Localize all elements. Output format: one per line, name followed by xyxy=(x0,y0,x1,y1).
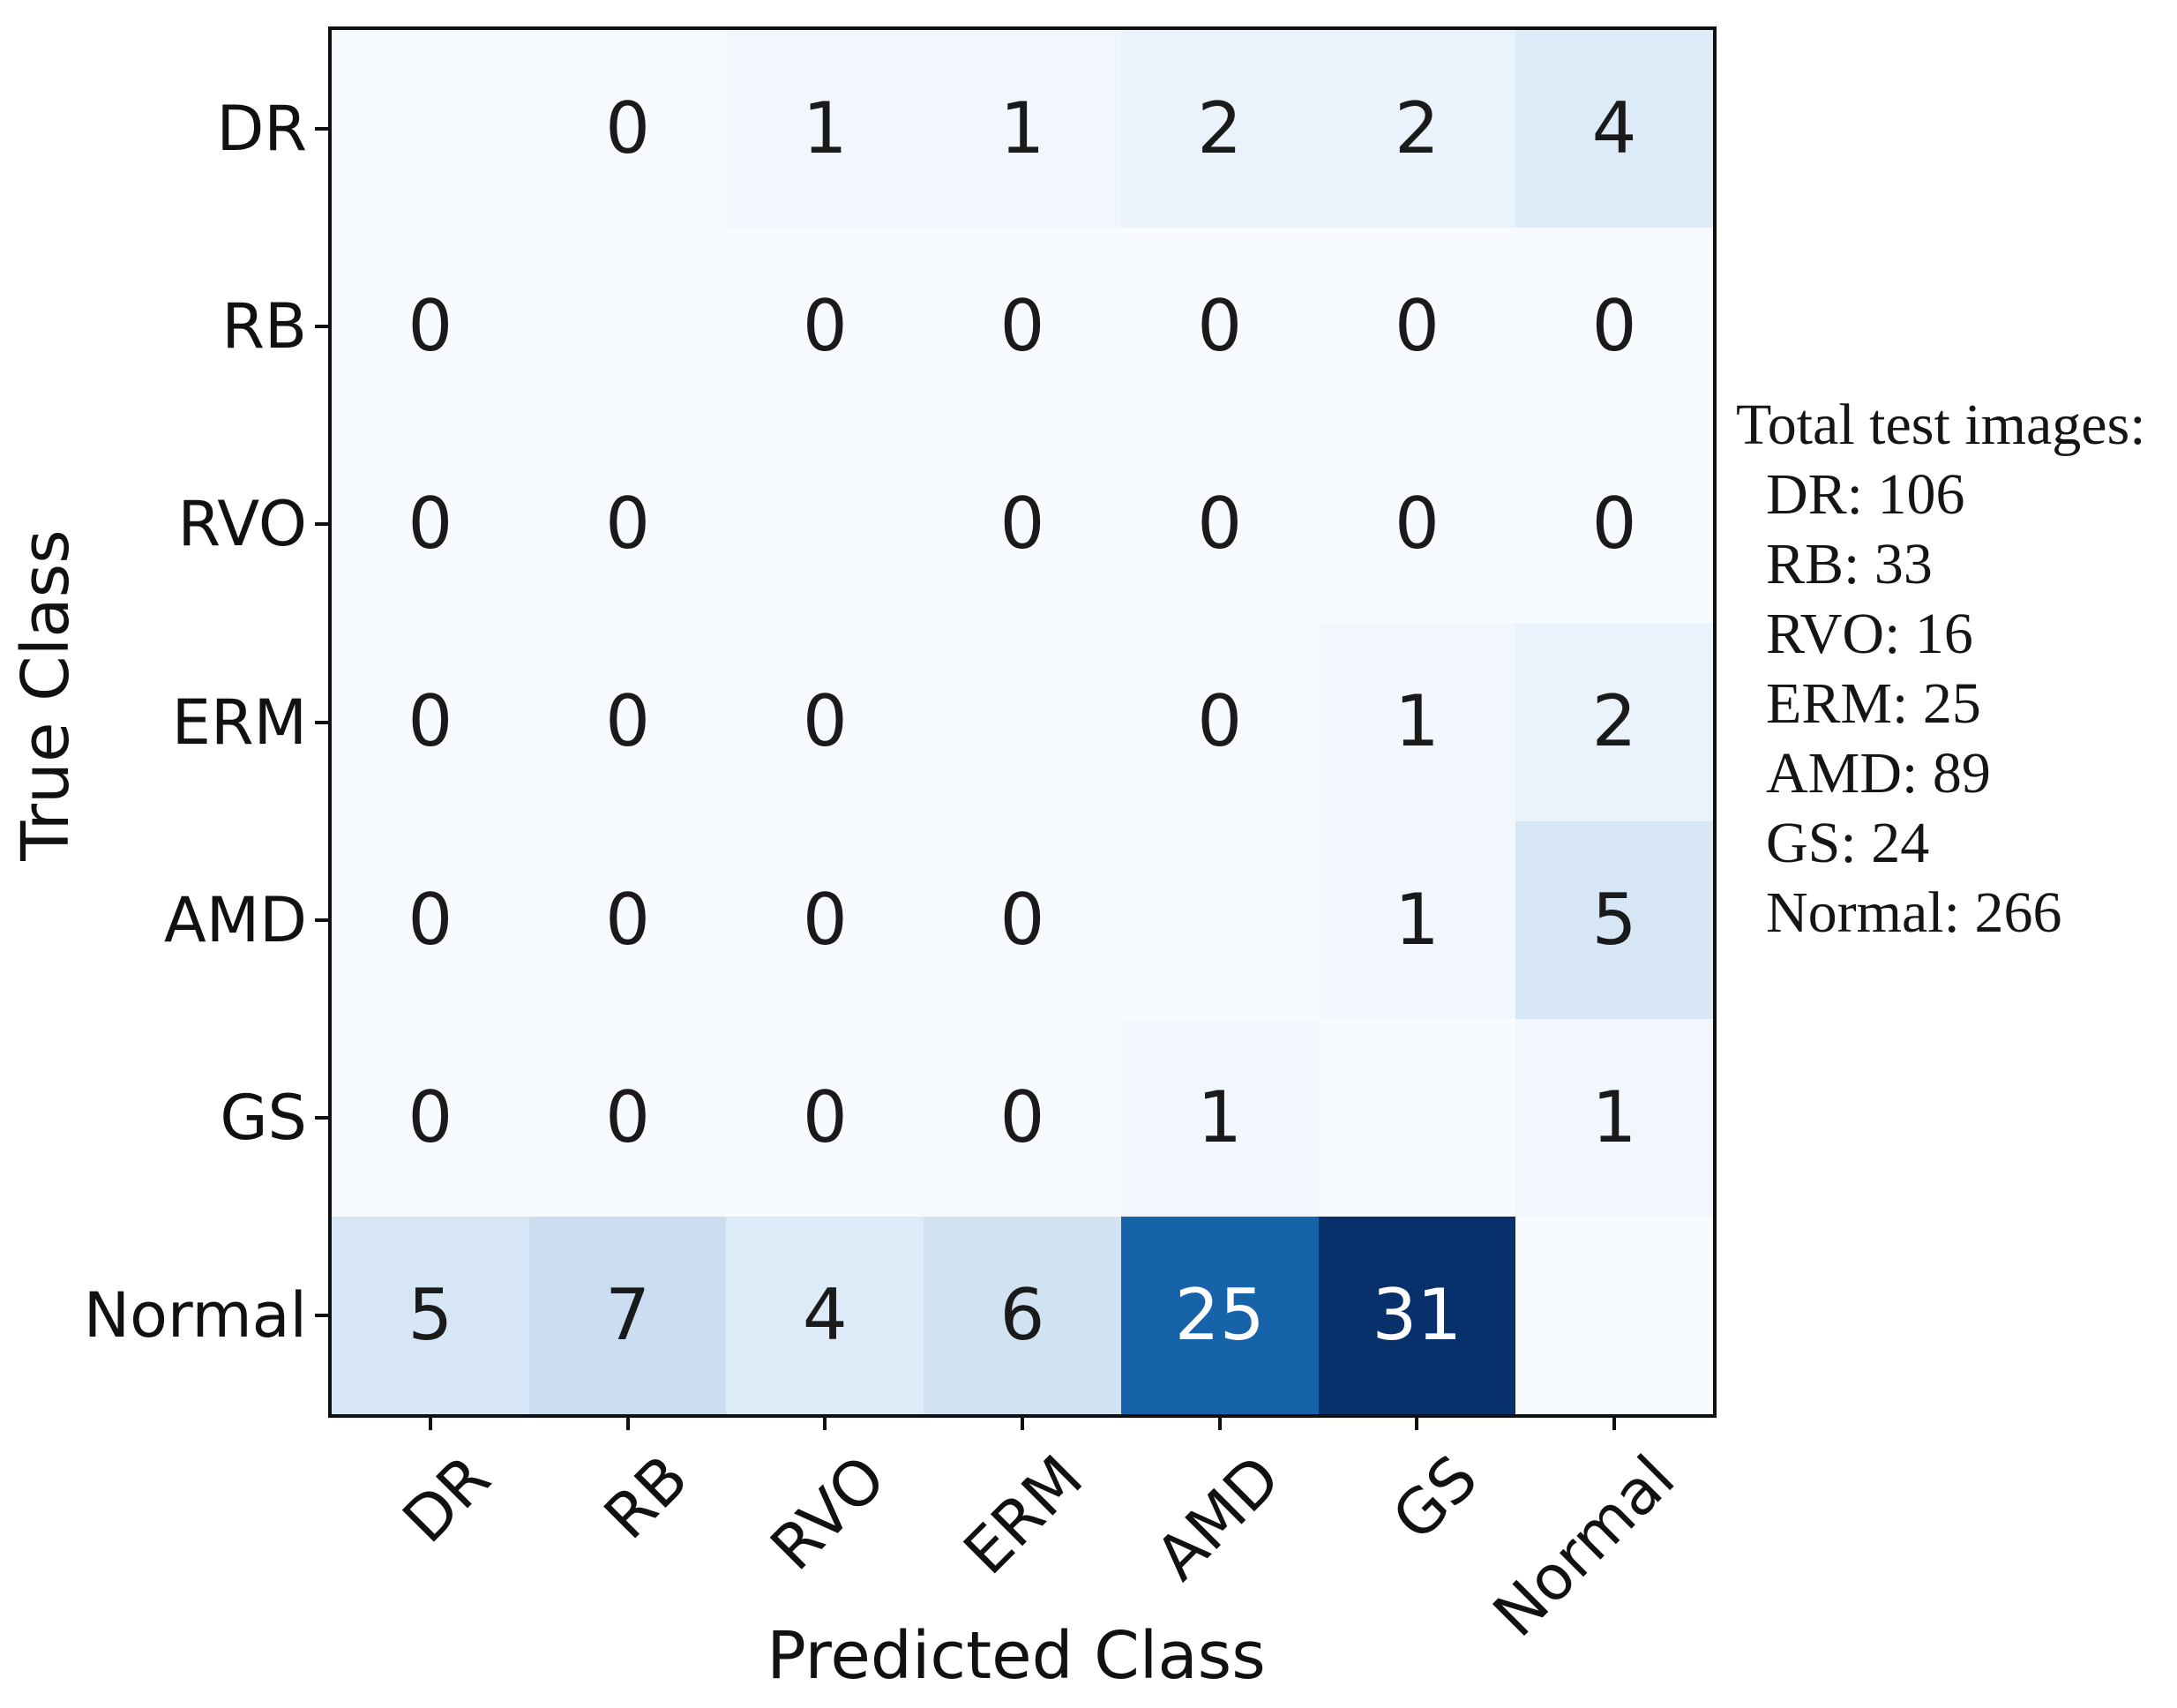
totals-line-rb: RB: 33 xyxy=(1766,532,1933,596)
x-tick-label-DR: DR xyxy=(389,1442,505,1557)
matrix-cell-RB-RVO: 0 xyxy=(726,228,924,426)
matrix-cell-Normal-Normal xyxy=(1515,1216,1713,1414)
matrix-cell-DR-AMD: 2 xyxy=(1120,30,1319,228)
y-tick xyxy=(315,1115,330,1120)
y-tick xyxy=(315,1313,330,1317)
y-tick xyxy=(315,325,330,329)
matrix-cell-ERM-AMD: 0 xyxy=(1120,623,1319,821)
matrix-cell-DR-GS: 2 xyxy=(1318,30,1516,228)
matrix-cell-AMD-RB: 0 xyxy=(528,820,727,1019)
matrix-cell-DR-Normal: 4 xyxy=(1515,30,1713,228)
matrix-cell-GS-AMD: 1 xyxy=(1120,1018,1319,1217)
matrix-cell-Normal-DR: 5 xyxy=(332,1216,529,1414)
matrix-cell-DR-RB: 0 xyxy=(528,30,727,228)
y-tick-label-AMD: AMD xyxy=(163,883,307,956)
matrix-cell-ERM-RB: 0 xyxy=(528,623,727,821)
matrix-cell-Normal-RVO: 4 xyxy=(726,1216,924,1414)
matrix-cell-DR-ERM: 1 xyxy=(924,30,1121,228)
x-tick-label-RB: RB xyxy=(590,1442,702,1554)
matrix-cell-RVO-Normal: 0 xyxy=(1515,425,1713,624)
matrix-cell-ERM-DR: 0 xyxy=(332,623,529,821)
matrix-cell-ERM-RVO: 0 xyxy=(726,623,924,821)
matrix-cell-Normal-RB: 7 xyxy=(528,1216,727,1414)
x-tick xyxy=(1217,1415,1222,1430)
totals-annotation: Total test images: DR: 106 RB: 33 RVO: 1… xyxy=(1736,390,2146,948)
totals-line-dr: DR: 106 xyxy=(1766,462,1965,527)
matrix-cell-DR-RVO: 1 xyxy=(726,30,924,228)
matrix-cell-GS-RB: 0 xyxy=(528,1018,727,1217)
x-tick xyxy=(1415,1415,1419,1430)
matrix-cell-DR-DR xyxy=(332,30,529,228)
matrix-cell-RVO-AMD: 0 xyxy=(1120,425,1319,624)
matrix-cell-AMD-GS: 1 xyxy=(1318,820,1516,1019)
matrix-cell-RB-Normal: 0 xyxy=(1515,228,1713,426)
y-tick-label-ERM: ERM xyxy=(171,685,307,759)
matrix-cell-AMD-DR: 0 xyxy=(332,820,529,1019)
y-tick-label-GS: GS xyxy=(220,1081,307,1154)
matrix-cell-GS-RVO: 0 xyxy=(726,1018,924,1217)
matrix-cell-RVO-DR: 0 xyxy=(332,425,529,624)
matrix-cell-GS-Normal: 1 xyxy=(1515,1018,1713,1217)
x-tick-label-AMD: AMD xyxy=(1141,1442,1294,1594)
matrix-cell-GS-ERM: 0 xyxy=(924,1018,1121,1217)
y-tick-label-RB: RB xyxy=(221,290,307,363)
matrix-cell-GS-GS xyxy=(1318,1018,1516,1217)
y-tick xyxy=(315,522,330,527)
matrix-cell-GS-DR: 0 xyxy=(332,1018,529,1217)
x-tick-label-ERM: ERM xyxy=(949,1442,1096,1589)
y-tick xyxy=(315,918,330,922)
y-tick xyxy=(315,720,330,724)
x-tick-label-GS: GS xyxy=(1378,1442,1492,1554)
matrix-cell-RB-RB xyxy=(528,228,727,426)
x-tick xyxy=(1612,1415,1617,1430)
y-tick xyxy=(315,127,330,131)
x-tick-label-Normal: Normal xyxy=(1479,1442,1689,1652)
matrix-cell-ERM-ERM xyxy=(924,623,1121,821)
matrix-cell-AMD-Normal: 5 xyxy=(1515,820,1713,1019)
matrix-cell-AMD-ERM: 0 xyxy=(924,820,1121,1019)
totals-line-gs: GS: 24 xyxy=(1766,811,1930,875)
y-tick-label-RVO: RVO xyxy=(177,488,307,561)
x-tick xyxy=(625,1415,630,1430)
matrix-cell-Normal-AMD: 25 xyxy=(1120,1216,1319,1414)
matrix-cell-RVO-ERM: 0 xyxy=(924,425,1121,624)
matrix-cell-ERM-Normal: 2 xyxy=(1515,623,1713,821)
totals-title: Total test images: xyxy=(1736,393,2146,457)
matrix-cell-RVO-RB: 0 xyxy=(528,425,727,624)
x-tick-label-RVO: RVO xyxy=(756,1442,900,1584)
x-axis-title: Predicted Class xyxy=(767,1618,1266,1694)
totals-line-normal: Normal: 266 xyxy=(1766,880,2062,945)
y-tick-label-DR: DR xyxy=(216,93,307,166)
matrix-cell-AMD-RVO: 0 xyxy=(726,820,924,1019)
matrix-cell-RB-ERM: 0 xyxy=(924,228,1121,426)
matrix-cell-RVO-RVO xyxy=(726,425,924,624)
matrix-cell-Normal-GS: 31 xyxy=(1318,1216,1516,1414)
totals-line-erm: ERM: 25 xyxy=(1766,671,1981,736)
x-tick xyxy=(1021,1415,1024,1430)
y-tick-label-Normal: Normal xyxy=(83,1278,307,1352)
matrix-cell-AMD-AMD xyxy=(1120,820,1319,1019)
matrix-cell-ERM-GS: 1 xyxy=(1318,623,1516,821)
totals-line-amd: AMD: 89 xyxy=(1766,741,1991,805)
matrix-cell-RVO-GS: 0 xyxy=(1318,425,1516,624)
x-tick xyxy=(823,1415,827,1430)
matrix-cell-Normal-ERM: 6 xyxy=(924,1216,1121,1414)
x-tick xyxy=(428,1415,432,1430)
matrix-cell-RB-DR: 0 xyxy=(332,228,529,426)
matrix-cell-RB-AMD: 0 xyxy=(1120,228,1319,426)
matrix-cell-RB-GS: 0 xyxy=(1318,228,1516,426)
totals-line-rvo: RVO: 16 xyxy=(1766,602,1973,666)
